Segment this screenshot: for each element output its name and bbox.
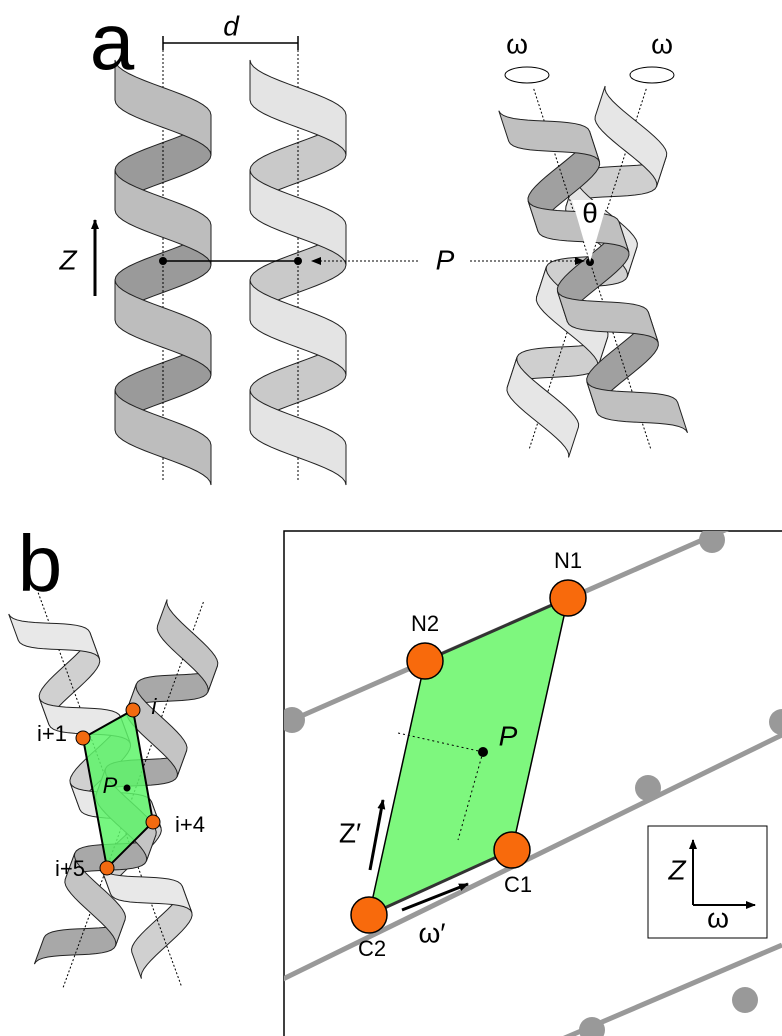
axis-point [159,257,167,265]
chain-atom [769,709,782,735]
center-point [478,747,488,757]
panel-label: a [90,0,135,86]
chain-atom [635,775,661,801]
residue-atom [76,731,90,745]
p-label: P [436,244,455,275]
residue-atom [146,815,160,829]
helix [250,50,346,485]
residue-label: i+1 [37,721,67,746]
atom-label: C1 [504,872,532,897]
residue-label: i+4 [175,812,205,837]
residue-atom [126,703,140,717]
chain-atom [279,707,305,733]
chain-atom [732,987,758,1013]
atom [351,897,387,933]
rotation-arrow [505,67,549,83]
vector-label: Z′ [339,817,361,848]
atom [407,643,443,679]
atom [550,580,586,616]
p-label: P [499,720,518,751]
rotation-arrow [630,67,674,83]
p-label: P [103,773,118,798]
center-point [124,785,131,792]
atom-label: C2 [358,936,386,961]
vector-label: ω′ [418,917,445,948]
chain-lines [279,505,782,1036]
z-label: Z [58,244,77,275]
atom-label: N1 [554,548,582,573]
residue-label: i+5 [55,856,85,881]
figure: a d Z P θ ω ω b i i+1 i+4 i+5 P [0,0,782,1036]
residue-atom [100,861,114,875]
rotation-label: ω [651,28,673,59]
panel-c: P N1 N2 C1 C2 Z′ ω′ Z ω [279,505,782,1036]
axis-point [294,257,302,265]
atom [494,832,530,868]
atom-label: N2 [411,611,439,636]
panel-label: b [18,519,63,608]
residue-plane [369,598,568,915]
legend-label: Z [667,854,686,885]
distance-label: d [223,10,240,41]
helix [115,50,211,485]
legend-label: ω [707,902,729,933]
angle-label: θ [582,197,598,228]
rotation-label: ω [506,28,528,59]
